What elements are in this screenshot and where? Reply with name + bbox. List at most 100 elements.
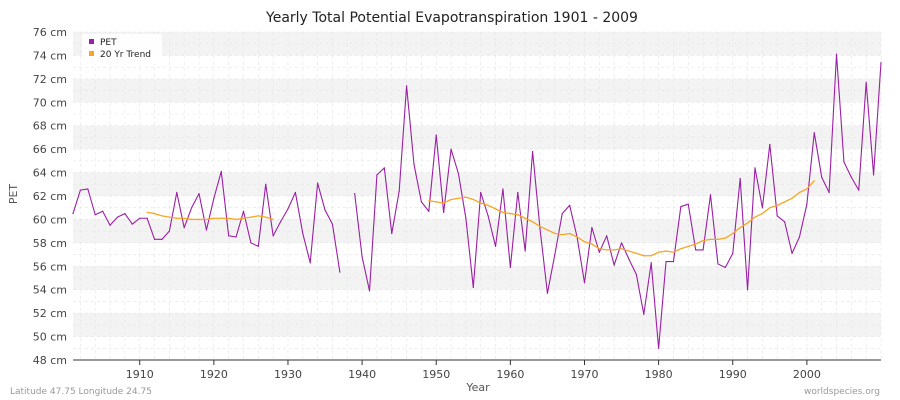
data-point — [672, 261, 675, 263]
data-point — [131, 223, 133, 225]
data-point — [457, 173, 460, 175]
data-point — [583, 282, 586, 284]
data-point — [457, 197, 460, 199]
y-tick-label: 54 cm — [33, 284, 67, 297]
data-point — [494, 208, 497, 210]
data-point — [813, 132, 815, 134]
y-tick-label: 74 cm — [33, 49, 67, 62]
data-point — [428, 210, 430, 212]
data-point — [309, 262, 311, 264]
data-point — [435, 134, 437, 136]
y-axis-label: PET — [7, 184, 20, 205]
data-point — [213, 197, 215, 199]
data-point — [161, 215, 163, 217]
data-point — [183, 217, 185, 219]
data-point — [539, 228, 541, 230]
data-point — [228, 235, 230, 237]
y-tick-label: 72 cm — [33, 73, 67, 86]
data-point — [450, 148, 452, 150]
data-point — [139, 217, 141, 219]
data-point — [94, 214, 96, 216]
data-point — [539, 225, 541, 228]
data-point — [368, 290, 371, 292]
data-point — [428, 200, 430, 202]
data-point — [546, 229, 549, 231]
data-point — [872, 174, 875, 176]
data-point — [761, 212, 763, 215]
data-point — [331, 223, 334, 225]
data-point — [695, 243, 697, 245]
x-tick-label: 2000 — [793, 368, 821, 381]
legend-swatch-pet — [89, 39, 94, 44]
data-point — [198, 193, 200, 195]
data-point — [272, 218, 274, 221]
data-point — [257, 245, 259, 247]
data-point — [287, 208, 289, 210]
data-point — [776, 204, 778, 206]
data-point — [620, 242, 623, 244]
data-point — [798, 191, 801, 194]
x-tick-label: 1990 — [719, 368, 747, 381]
data-point — [709, 194, 712, 196]
data-point — [769, 207, 771, 209]
data-point — [265, 216, 267, 218]
legend-swatch-trend — [89, 51, 94, 56]
data-point — [739, 227, 741, 229]
data-point — [702, 249, 704, 251]
data-point — [635, 273, 637, 276]
data-point — [754, 167, 756, 169]
data-point — [606, 249, 608, 251]
data-point — [591, 227, 593, 229]
data-point — [220, 217, 222, 219]
data-point — [102, 210, 104, 212]
data-point — [821, 176, 823, 178]
data-point — [724, 237, 726, 239]
data-point — [487, 215, 489, 217]
data-point — [672, 251, 675, 253]
data-point — [643, 255, 645, 257]
data-point — [798, 236, 801, 238]
data-point — [235, 236, 237, 238]
data-point — [724, 266, 726, 269]
data-point — [198, 218, 200, 221]
y-tick-label: 76 cm — [33, 26, 67, 39]
data-point — [517, 214, 519, 216]
data-point — [806, 188, 808, 190]
data-point — [709, 238, 712, 240]
data-point — [687, 245, 689, 247]
data-point — [205, 218, 208, 221]
data-point — [843, 161, 845, 163]
data-point — [687, 203, 689, 205]
data-point — [702, 239, 704, 242]
x-tick-label: 1910 — [126, 368, 154, 381]
data-point — [732, 232, 734, 235]
grid-lines — [73, 31, 882, 361]
data-point — [294, 191, 296, 194]
data-point — [546, 292, 549, 294]
data-point — [628, 258, 630, 260]
data-point — [116, 216, 119, 218]
data-point — [613, 249, 615, 251]
data-point — [695, 249, 697, 251]
data-point — [532, 221, 534, 223]
data-point — [161, 238, 163, 240]
data-point — [517, 191, 519, 194]
data-point — [413, 163, 415, 165]
data-point — [250, 242, 252, 244]
data-point — [509, 266, 511, 269]
data-point — [850, 176, 852, 178]
data-point — [79, 189, 82, 191]
data-point — [620, 248, 623, 250]
x-tick-label: 1920 — [200, 368, 228, 381]
data-point — [317, 182, 319, 184]
y-tick-label: 48 cm — [33, 354, 67, 367]
y-tick-label: 52 cm — [33, 307, 67, 320]
data-point — [465, 217, 467, 219]
data-point — [717, 238, 719, 240]
data-point — [472, 286, 474, 288]
y-tick-label: 70 cm — [33, 96, 67, 109]
y-tick-label: 58 cm — [33, 237, 67, 250]
x-tick-label: 1950 — [422, 368, 450, 381]
data-point — [554, 232, 556, 235]
data-point — [746, 289, 749, 291]
